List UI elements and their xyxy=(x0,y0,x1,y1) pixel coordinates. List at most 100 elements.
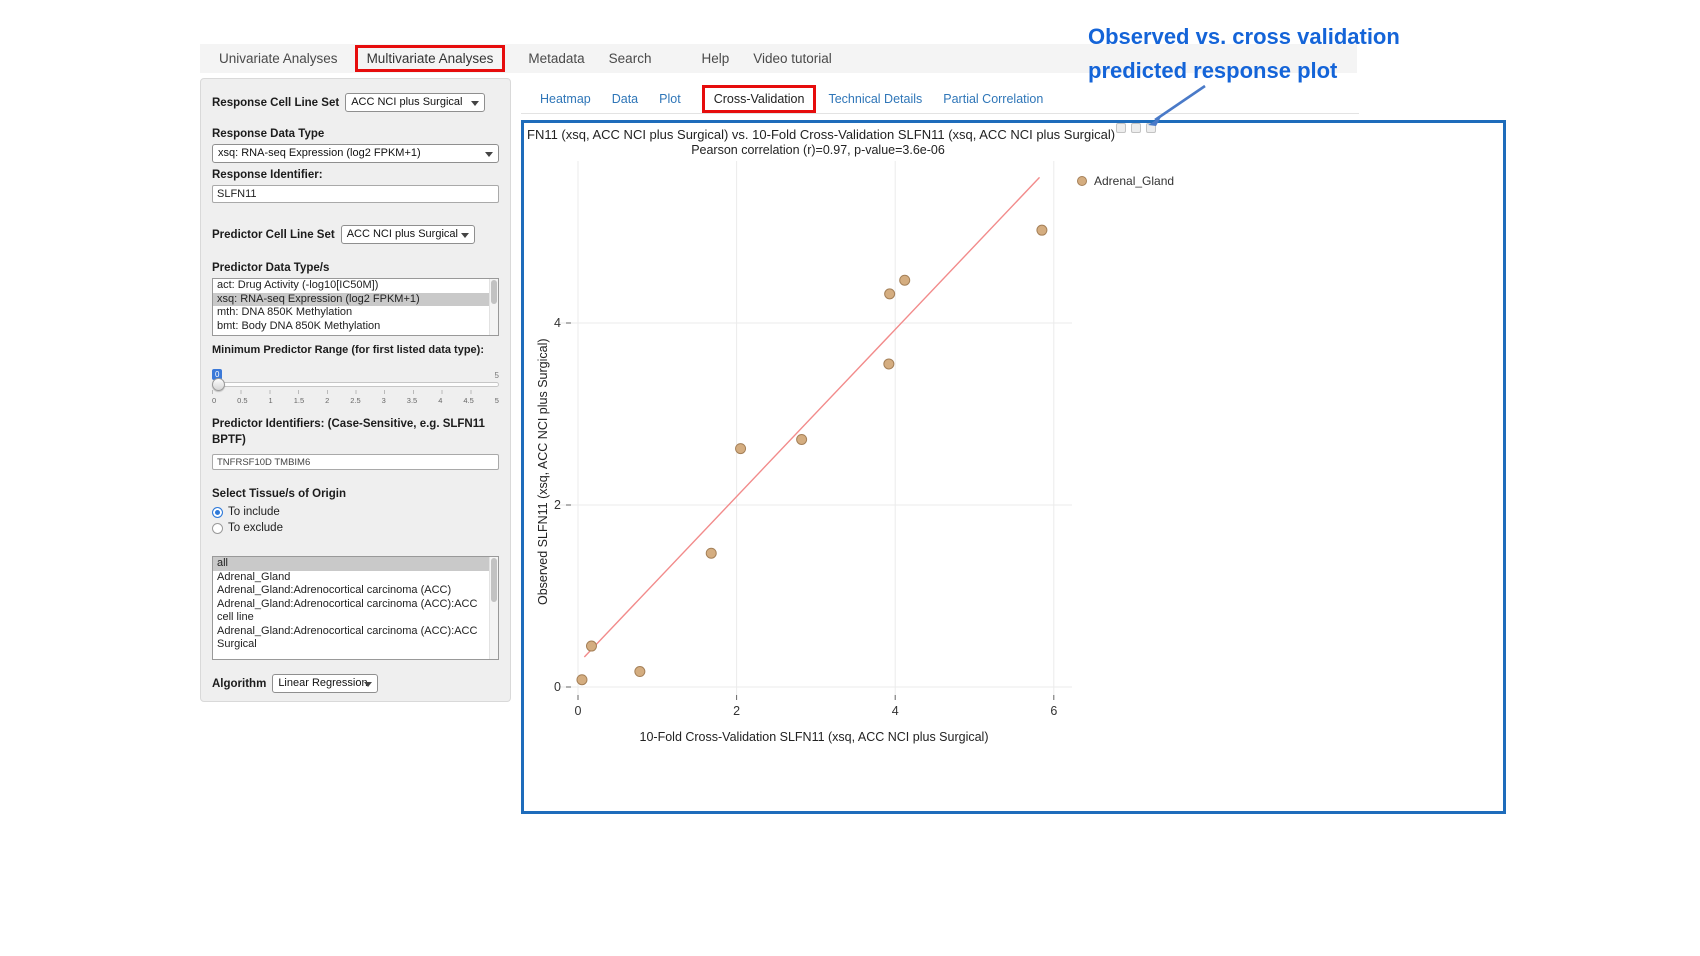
data-point[interactable] xyxy=(883,358,895,370)
slider-value-badge: 0 xyxy=(212,369,223,380)
algorithm-value: Linear Regression xyxy=(278,677,368,690)
listbox-scrollbar[interactable] xyxy=(489,557,498,660)
legend-label: Adrenal_Gland xyxy=(1094,174,1175,188)
slider-tick: 1 xyxy=(268,396,273,405)
scrollbar-thumb[interactable] xyxy=(491,558,497,603)
response-data-type-value: xsq: RNA-seq Expression (log2 FPKM+1) xyxy=(218,147,421,159)
min-predictor-range-label: Minimum Predictor Range (for first liste… xyxy=(212,344,484,356)
predictor-data-type-option[interactable]: bmt: Body DNA 850K Methylation xyxy=(217,319,381,332)
toolbar-camera-icon[interactable] xyxy=(1116,123,1126,133)
legend-marker-dot xyxy=(1077,176,1087,186)
tissue-option[interactable]: all xyxy=(213,557,498,571)
tissue-option[interactable]: Adrenal_Gland:Adrenocortical carcinoma (… xyxy=(217,597,478,624)
tissue-origin-label: Select Tissue/s of Origin xyxy=(212,488,346,501)
tab-heatmap[interactable]: Heatmap xyxy=(540,92,591,106)
scrollbar-thumb[interactable] xyxy=(491,280,497,304)
slider-tick: 4.5 xyxy=(463,396,474,405)
data-point[interactable] xyxy=(1036,224,1048,236)
predictor-data-types-listbox[interactable]: act: Drug Activity (-log10[IC50M]) xsq: … xyxy=(212,278,499,336)
predictor-cell-line-set-select[interactable]: ACC NCI plus Surgical xyxy=(340,225,475,244)
response-identifier-input[interactable] xyxy=(212,185,499,203)
tissue-exclude-radio-row[interactable]: To exclude xyxy=(212,522,499,534)
response-data-type-label: Response Data Type xyxy=(212,128,325,140)
nav-help[interactable]: Help xyxy=(701,51,730,66)
slider-tick-labels: 0 0.5 1 1.5 2 2.5 3 3.5 4 4.5 5 xyxy=(212,396,499,405)
tab-partial-correlation[interactable]: Partial Correlation xyxy=(943,92,1044,106)
plot-title: FN11 (xsq, ACC NCI plus Surgical) vs. 10… xyxy=(527,127,1116,142)
nav-video-tutorial[interactable]: Video tutorial xyxy=(753,51,832,66)
toolbar-zoom-icon[interactable] xyxy=(1131,123,1141,133)
tissue-option[interactable]: Adrenal_Gland xyxy=(217,570,291,583)
data-point[interactable] xyxy=(884,288,896,300)
nav-search[interactable]: Search xyxy=(608,51,652,66)
exclude-radio[interactable] xyxy=(212,522,223,534)
tab-technical-details[interactable]: Technical Details xyxy=(828,92,923,106)
annotation-arrow-line xyxy=(1154,84,1206,122)
scatter-plot: 0 2 4 6 0 2 4 xyxy=(554,161,1072,718)
x-tick-label: 6 xyxy=(1050,704,1057,718)
slider-ruler xyxy=(212,390,499,394)
x-tick-label: 0 xyxy=(575,704,582,718)
y-tick-label: 0 xyxy=(554,680,561,694)
slider-max-label: 5 xyxy=(494,371,499,380)
slider-tick: 0 xyxy=(212,396,217,405)
tab-data[interactable]: Data xyxy=(611,92,639,106)
response-cell-line-set-value: ACC NCI plus Surgical xyxy=(351,96,463,108)
predictor-data-types-label: Predictor Data Type/s xyxy=(212,262,330,274)
predictor-data-type-option[interactable]: xsq: RNA-seq Expression (log2 FPKM+1) xyxy=(213,292,498,306)
predictor-cell-line-set-label: Predictor Cell Line Set xyxy=(212,228,335,241)
response-identifier-label: Response Identifier: xyxy=(212,169,323,181)
response-cell-line-set-select[interactable]: ACC NCI plus Surgical xyxy=(345,93,486,112)
slider-tick: 2 xyxy=(325,396,330,405)
top-nav: Univariate Analyses Multivariate Analyse… xyxy=(200,44,1357,73)
response-data-type-select[interactable]: xsq: RNA-seq Expression (log2 FPKM+1) xyxy=(212,144,499,163)
nav-multivariate-analyses[interactable]: Multivariate Analyses xyxy=(354,45,506,72)
tab-plot[interactable]: Plot xyxy=(659,92,681,106)
predictor-data-type-option[interactable]: act: Drug Activity (-log10[IC50M]) xyxy=(217,279,379,291)
include-radio[interactable] xyxy=(212,506,223,518)
response-cell-line-set-label: Response Cell Line Set xyxy=(212,96,340,109)
nav-univariate-analyses[interactable]: Univariate Analyses xyxy=(219,51,338,66)
x-tick-label: 2 xyxy=(733,704,740,718)
data-point[interactable] xyxy=(576,674,588,686)
tissue-origin-listbox[interactable]: all Adrenal_Gland Adrenal_Gland:Adrenoco… xyxy=(212,556,499,661)
tissue-include-radio-row[interactable]: To include xyxy=(212,506,499,518)
data-point[interactable] xyxy=(796,433,808,445)
tab-cross-validation[interactable]: Cross-Validation xyxy=(701,85,817,113)
data-point[interactable] xyxy=(705,547,717,559)
x-axis-label: 10-Fold Cross-Validation SLFN11 (xsq, AC… xyxy=(639,730,989,744)
annotation-text: Observed vs. cross validation predicted … xyxy=(1088,20,1400,88)
data-point[interactable] xyxy=(735,443,747,455)
analysis-settings-panel: Response Cell Line Set ACC NCI plus Surg… xyxy=(200,78,511,702)
slider-track[interactable] xyxy=(212,378,499,391)
annotation-line1: Observed vs. cross validation xyxy=(1088,24,1400,49)
tissue-option[interactable]: Adrenal_Gland:Adrenocortical carcinoma (… xyxy=(217,584,452,597)
plot-legend[interactable]: Adrenal_Gland xyxy=(1077,174,1174,188)
nav-metadata[interactable]: Metadata xyxy=(528,51,585,66)
annotation-arrow xyxy=(1148,84,1206,126)
slider-tick: 2.5 xyxy=(350,396,361,405)
listbox-scrollbar[interactable] xyxy=(489,279,498,335)
plot-subtitle: Pearson correlation (r)=0.97, p-value=3.… xyxy=(691,143,945,157)
result-tabs: Heatmap Data Plot Cross-Validation Techn… xyxy=(540,85,1064,113)
predictor-identifiers-input[interactable] xyxy=(212,454,499,471)
y-axis-label: Observed SLFN11 (xsq, ACC NCI plus Surgi… xyxy=(536,338,550,605)
data-point[interactable] xyxy=(585,640,597,652)
slider-tick: 3 xyxy=(381,396,386,405)
min-predictor-range-slider[interactable]: 0 5 0 0.5 1 1.5 2 2.5 3 3.5 4 4.5 5 xyxy=(212,369,499,405)
predictor-cell-line-set-value: ACC NCI plus Surgical xyxy=(346,228,458,240)
y-tick-label: 2 xyxy=(554,498,561,512)
y-tick-label: 4 xyxy=(554,316,561,330)
algorithm-select[interactable]: Linear Regression xyxy=(272,674,379,694)
cross-validation-plot-panel: FN11 (xsq, ACC NCI plus Surgical) vs. 10… xyxy=(521,120,1506,814)
slider-tick: 3.5 xyxy=(406,396,418,405)
tissue-option[interactable]: Adrenal_Gland:Adrenocortical carcinoma (… xyxy=(217,624,478,651)
data-point[interactable] xyxy=(899,274,911,286)
tabs-divider xyxy=(521,113,1359,114)
predictor-data-type-option[interactable]: mth: DNA 850K Methylation xyxy=(217,306,353,318)
x-tick-label: 4 xyxy=(892,704,899,718)
predictor-identifiers-label: Predictor Identifiers: (Case-Sensitive, … xyxy=(212,418,485,446)
annotation-line2: predicted response plot xyxy=(1088,58,1338,84)
slider-handle[interactable] xyxy=(212,378,225,391)
data-point[interactable] xyxy=(634,666,646,678)
